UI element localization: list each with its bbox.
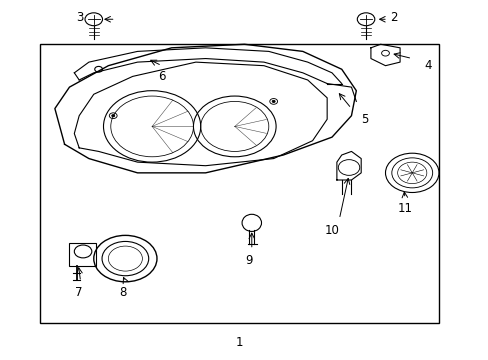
Text: 8: 8 bbox=[119, 286, 126, 299]
Text: 1: 1 bbox=[235, 336, 243, 349]
Circle shape bbox=[272, 100, 275, 103]
Text: 10: 10 bbox=[324, 224, 339, 237]
Text: 5: 5 bbox=[361, 113, 368, 126]
Text: 4: 4 bbox=[424, 59, 431, 72]
Text: 11: 11 bbox=[397, 202, 411, 215]
Text: 9: 9 bbox=[245, 254, 253, 267]
Text: 2: 2 bbox=[389, 11, 397, 24]
Bar bbox=[40, 44, 438, 323]
Circle shape bbox=[112, 114, 115, 117]
Text: 6: 6 bbox=[158, 70, 165, 83]
Text: 7: 7 bbox=[75, 286, 83, 299]
Bar bbox=[69, 243, 96, 266]
Text: 3: 3 bbox=[77, 11, 84, 24]
